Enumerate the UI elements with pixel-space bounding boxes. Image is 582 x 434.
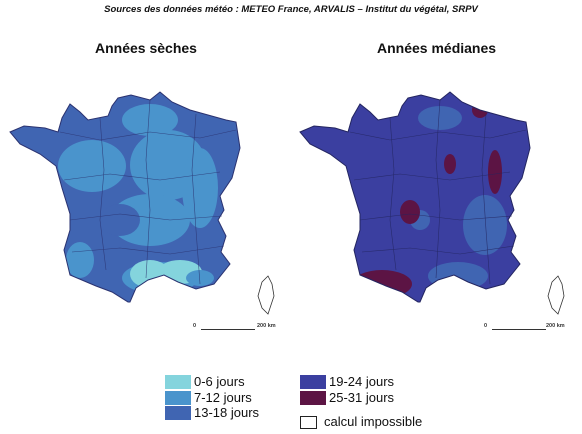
legend-label: calcul impossible <box>324 414 423 429</box>
legend-swatch <box>165 375 191 389</box>
legend-label: 25-31 jours <box>329 390 395 405</box>
map-median-years <box>299 91 565 315</box>
source-caption: Sources des données météo : METEO France… <box>104 4 478 15</box>
france-median-zones <box>300 92 530 302</box>
department-borders <box>349 99 527 285</box>
legend-label: 19-24 jours <box>329 374 395 389</box>
corsica-outline <box>547 275 565 315</box>
legend-swatch <box>300 375 326 389</box>
legend-label: 0-6 jours <box>194 374 245 389</box>
legend-label: 7-12 jours <box>194 390 252 405</box>
legend-swatch <box>300 391 326 405</box>
france-dry-zones <box>10 92 240 302</box>
scale-bar-median: 0 200 km <box>484 323 574 333</box>
map-title-dry-years: Années sèches <box>95 40 197 56</box>
scale-zero: 0 <box>193 323 197 329</box>
scale-bar-dry: 0 200 km <box>193 323 283 333</box>
legend-swatch-empty <box>300 416 317 429</box>
department-borders <box>59 99 237 285</box>
legend-label: 13-18 jours <box>194 405 260 420</box>
scale-line <box>492 329 546 330</box>
legend-swatch <box>165 406 191 420</box>
scale-zero: 0 <box>484 323 488 329</box>
scale-distance: 200 km <box>257 323 276 329</box>
scale-line <box>201 329 255 330</box>
legend-swatch <box>165 391 191 405</box>
scale-distance: 200 km <box>546 323 565 329</box>
corsica-outline <box>257 275 275 315</box>
map-title-median-years: Années médianes <box>377 40 497 56</box>
map-dry-years <box>9 91 275 315</box>
